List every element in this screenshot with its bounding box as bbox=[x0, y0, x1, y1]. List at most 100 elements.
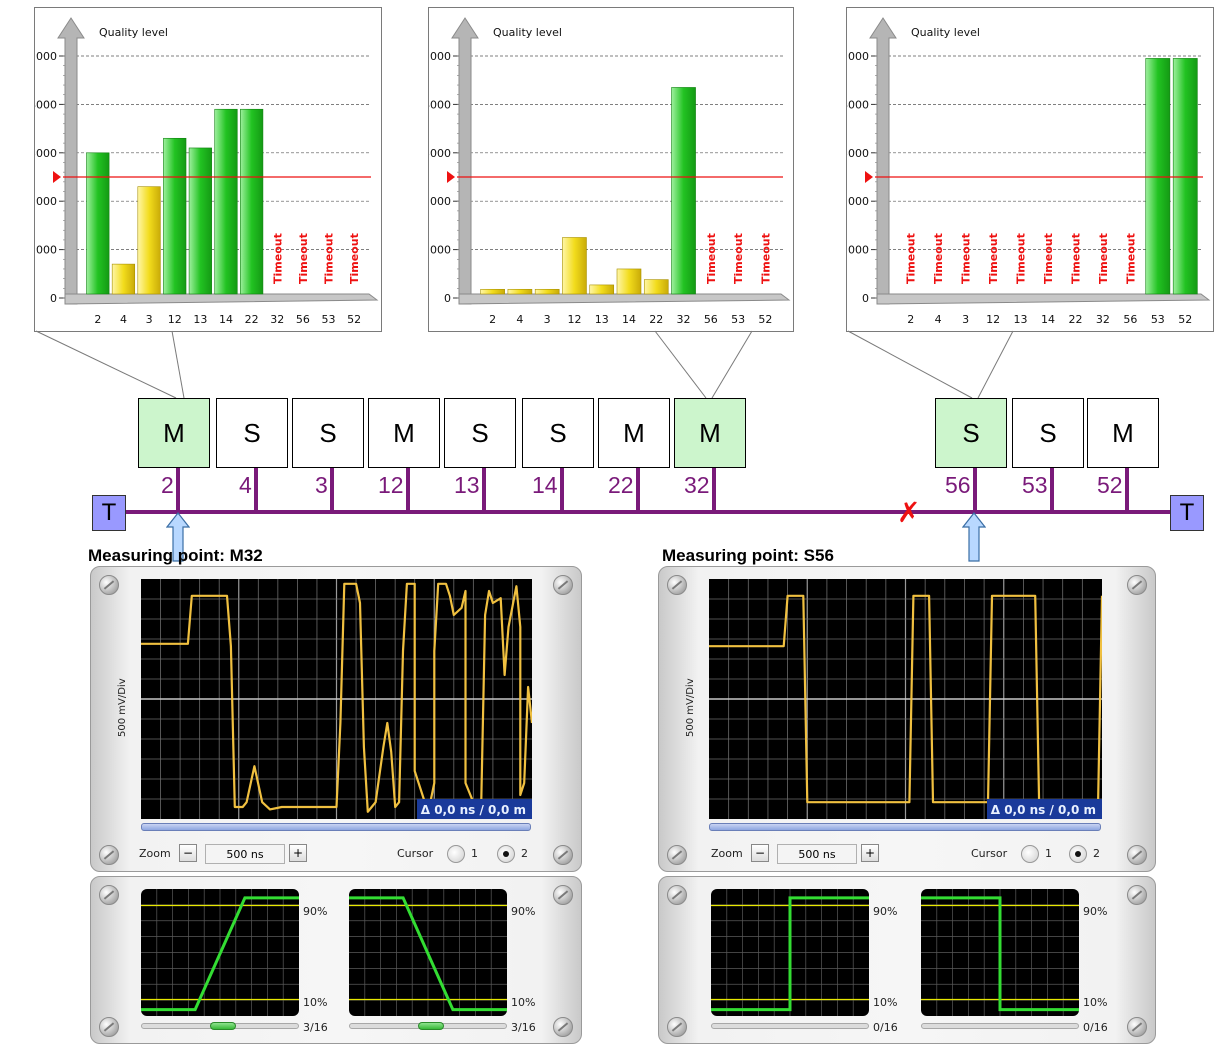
timeout-label: Timeout bbox=[348, 233, 361, 284]
y-tick-label: 0 bbox=[444, 292, 451, 305]
x-tick-label: 22 bbox=[245, 313, 259, 326]
zoom-out-button[interactable]: − bbox=[751, 844, 769, 862]
rise-slider-thumb[interactable] bbox=[210, 1022, 237, 1030]
edge-panel-left: 90% 10% 3/16 90% 10% 3/16 bbox=[90, 876, 582, 1044]
screw-icon bbox=[553, 1017, 573, 1037]
edge-lo-label: 10% bbox=[303, 996, 328, 1009]
falling-edge-display-right bbox=[921, 889, 1079, 1016]
cursor-radio-2[interactable] bbox=[1069, 845, 1087, 863]
x-tick-label: 56 bbox=[296, 313, 310, 326]
screw-icon bbox=[667, 845, 687, 865]
y-tick-label: 4000 bbox=[429, 98, 451, 111]
x-tick-label: 52 bbox=[347, 313, 361, 326]
timeout-label: Timeout bbox=[1097, 233, 1110, 284]
cursor-radio-1[interactable] bbox=[447, 845, 465, 863]
bus-node-3[interactable]: S bbox=[292, 398, 364, 468]
x-tick-label: 4 bbox=[516, 313, 523, 326]
oscilloscope-screen-right: Δ 0,0 ns / 0,0 m bbox=[709, 579, 1102, 819]
fall-slider-thumb[interactable] bbox=[418, 1022, 445, 1030]
bus-node-13[interactable]: S bbox=[444, 398, 516, 468]
node-address-label: 13 bbox=[454, 472, 480, 498]
timeout-label: Timeout bbox=[1015, 233, 1028, 284]
screw-icon bbox=[1127, 885, 1147, 905]
bar bbox=[480, 288, 505, 295]
zoom-value-field[interactable]: 500 ns bbox=[777, 844, 857, 864]
timeout-label: Timeout bbox=[732, 233, 745, 284]
cursor-radio-2[interactable] bbox=[497, 845, 515, 863]
zoom-in-button[interactable]: + bbox=[861, 844, 879, 862]
bus-node-32[interactable]: M bbox=[674, 398, 746, 468]
scope-timeline-scrollbar[interactable] bbox=[709, 823, 1101, 831]
threshold-marker bbox=[447, 171, 455, 183]
screw-icon bbox=[553, 885, 573, 905]
bar bbox=[137, 186, 161, 295]
x-tick-label: 56 bbox=[704, 313, 718, 326]
edge-hi-label: 90% bbox=[873, 905, 898, 918]
rise-slider-track[interactable] bbox=[711, 1023, 869, 1029]
x-tick-label: 12 bbox=[567, 313, 581, 326]
bus-node-2[interactable]: M bbox=[138, 398, 210, 468]
y-axis-arrow bbox=[869, 17, 897, 305]
rising-edge-display-right bbox=[711, 889, 869, 1016]
bar bbox=[1145, 58, 1171, 295]
zoom-label: Zoom bbox=[139, 847, 171, 860]
bar bbox=[507, 288, 533, 295]
falling-edge-display-left bbox=[349, 889, 507, 1016]
y-tick-label: 1000 bbox=[35, 244, 57, 257]
cursor-option-2: 2 bbox=[521, 847, 528, 860]
zoom-value-field[interactable]: 500 ns bbox=[205, 844, 285, 864]
bus-node-4[interactable]: S bbox=[216, 398, 288, 468]
y-tick-label: 4000 bbox=[35, 98, 57, 111]
rise-count: 0/16 bbox=[873, 1021, 898, 1034]
bus-node-52[interactable]: M bbox=[1087, 398, 1159, 468]
node-address-label: 56 bbox=[945, 472, 971, 498]
y-tick-label: 5000 bbox=[35, 50, 57, 63]
bus-node-22[interactable]: M bbox=[598, 398, 670, 468]
scope-timeline-scrollbar[interactable] bbox=[141, 823, 531, 831]
bus-node-56[interactable]: S bbox=[935, 398, 1007, 468]
cursor-label: Cursor bbox=[971, 847, 1008, 860]
x-tick-label: 13 bbox=[1014, 313, 1028, 326]
fall-slider-track[interactable] bbox=[921, 1023, 1079, 1029]
timeout-label: Timeout bbox=[323, 233, 336, 284]
screw-icon bbox=[667, 575, 687, 595]
screw-icon bbox=[553, 845, 573, 865]
x-tick-label: 22 bbox=[1068, 313, 1082, 326]
x-tick-label: 2 bbox=[907, 313, 914, 326]
x-tick-label: 53 bbox=[322, 313, 336, 326]
bar bbox=[671, 87, 696, 295]
y-tick-label: 5000 bbox=[429, 50, 451, 63]
cursor-label: Cursor bbox=[397, 847, 434, 860]
readout-box bbox=[417, 799, 532, 819]
terminator-right: T bbox=[1170, 495, 1204, 531]
bar bbox=[214, 108, 238, 295]
x-tick-label: 22 bbox=[649, 313, 663, 326]
rising-edge-display-left bbox=[141, 889, 299, 1016]
screw-icon bbox=[667, 885, 687, 905]
oscilloscope-screen-left: Δ 0,0 ns / 0,0 m bbox=[141, 579, 532, 819]
y-tick-label: 5000 bbox=[847, 50, 869, 63]
y-tick-label: 1000 bbox=[847, 244, 869, 257]
screw-icon bbox=[1127, 845, 1147, 865]
zoom-in-button[interactable]: + bbox=[289, 844, 307, 862]
cursor-radio-1[interactable] bbox=[1021, 845, 1039, 863]
y-tick-label: 3000 bbox=[429, 147, 451, 160]
zoom-out-button[interactable]: − bbox=[179, 844, 197, 862]
fall-count: 0/16 bbox=[1083, 1021, 1108, 1034]
x-tick-label: 52 bbox=[758, 313, 772, 326]
edge-hi-label: 90% bbox=[1083, 905, 1108, 918]
terminator-left: T bbox=[92, 495, 126, 531]
rising-edge-trace bbox=[711, 896, 869, 1012]
bus-node-53[interactable]: S bbox=[1012, 398, 1084, 468]
bus-node-14[interactable]: S bbox=[522, 398, 594, 468]
readout-box bbox=[987, 799, 1102, 819]
volts-per-div-label: 500 mV/Div bbox=[685, 678, 696, 737]
bar bbox=[240, 108, 264, 295]
bus-node-12[interactable]: M bbox=[368, 398, 440, 468]
